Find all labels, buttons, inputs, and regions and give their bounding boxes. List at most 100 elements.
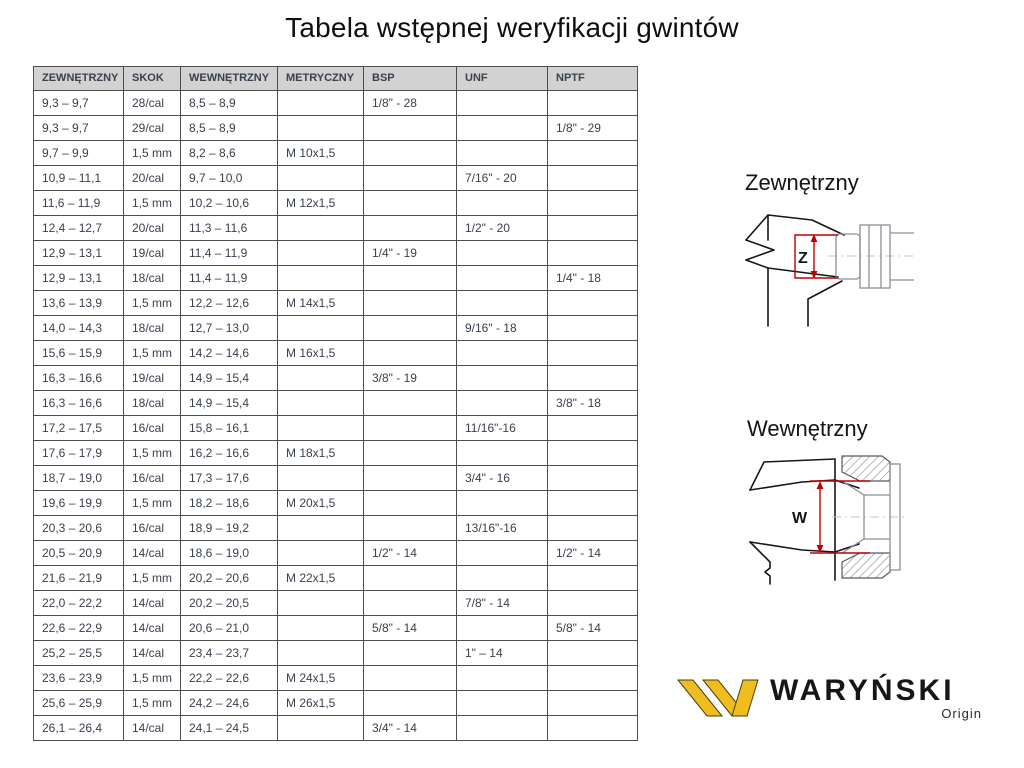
table-cell: M 26x1,5 (277, 690, 364, 716)
table-cell: 20,2 – 20,6 (180, 565, 278, 591)
caliper-upper-jaw (745, 214, 845, 241)
table-cell (277, 90, 364, 116)
table-cell: M 20x1,5 (277, 490, 364, 516)
table-cell: 1,5 mm (123, 440, 181, 466)
table-row: 21,6 – 21,9 1,5 mm 20,2 – 20,6 M 22x1,5 (33, 565, 638, 591)
internal-thread-diagram: W (749, 455, 908, 585)
internal-thread-cone (841, 480, 865, 554)
table-cell (363, 315, 457, 341)
table-cell (456, 365, 548, 391)
brand-name: WARYŃSKI (770, 674, 955, 707)
table-cell (277, 265, 364, 291)
table-cell: 11,4 – 11,9 (180, 265, 278, 291)
table-cell: 22,2 – 22,6 (180, 665, 278, 691)
table-cell (363, 165, 457, 191)
brand-logo: WARYŃSKI Origin (676, 666, 988, 730)
table-cell: 18,9 – 19,2 (180, 515, 278, 541)
caliper-lower-jaw (745, 259, 839, 278)
warynski-w-icon (676, 679, 759, 717)
table-cell: 23,4 – 23,7 (180, 640, 278, 666)
table-cell: 3/4" - 16 (456, 465, 548, 491)
table-cell (456, 140, 548, 166)
table-cell: 8,5 – 8,9 (180, 115, 278, 141)
table-row: 26,1 – 26,4 14/cal 24,1 – 24,5 3/4" - 14 (33, 715, 638, 741)
table-cell: 20/cal (123, 165, 181, 191)
table-row: 25,2 – 25,5 14/cal 23,4 – 23,7 1" – 14 (33, 640, 638, 666)
table-cell: 20,5 – 20,9 (33, 540, 124, 566)
table-cell (547, 365, 638, 391)
table-cell (363, 690, 457, 716)
table-cell: 1,5 mm (123, 140, 181, 166)
table-row: 17,6 – 17,9 1,5 mm 16,2 – 16,6 M 18x1,5 (33, 440, 638, 466)
table-cell (456, 115, 548, 141)
table-row: 9,3 – 9,7 28/cal 8,5 – 8,9 1/8" - 28 (33, 90, 638, 116)
table-cell: 5/8" - 14 (363, 615, 457, 641)
table-cell: 23,6 – 23,9 (33, 665, 124, 691)
column-header: UNF (456, 66, 548, 91)
table-cell: 20,3 – 20,6 (33, 515, 124, 541)
table-cell: 1,5 mm (123, 665, 181, 691)
table-body: 9,3 – 9,7 28/cal 8,5 – 8,9 1/8" - 28 9,3 – 9… (33, 90, 638, 741)
table-cell (277, 315, 364, 341)
table-row: 18,7 – 19,0 16/cal 17,3 – 17,6 3/4" - 16 (33, 465, 638, 491)
table-cell (547, 340, 638, 366)
table-cell: 11/16"-16 (456, 415, 548, 441)
nut-section-bottom (841, 552, 891, 579)
table-cell: 3/8" - 18 (547, 390, 638, 416)
table-cell: 11,4 – 11,9 (180, 240, 278, 266)
table-cell (456, 540, 548, 566)
dimension-box (794, 234, 838, 279)
table-cell (547, 290, 638, 316)
table-cell: M 16x1,5 (277, 340, 364, 366)
table-cell (456, 190, 548, 216)
table-cell: 7/8" - 14 (456, 590, 548, 616)
table-cell (547, 465, 638, 491)
table-cell: 16/cal (123, 465, 181, 491)
table-cell (547, 690, 638, 716)
table-cell: 14/cal (123, 540, 181, 566)
table-cell (547, 190, 638, 216)
table-row: 14,0 – 14,3 18/cal 12,7 – 13,0 9/16" - 18 (33, 315, 638, 341)
table-cell (547, 440, 638, 466)
table-cell (456, 440, 548, 466)
column-header: ZEWNĘTRZNY (33, 66, 124, 91)
table-cell: 9,3 – 9,7 (33, 115, 124, 141)
table-cell: 11,3 – 11,6 (180, 215, 278, 241)
table-cell: 13,6 – 13,9 (33, 290, 124, 316)
table-cell (456, 715, 548, 741)
table-cell (547, 640, 638, 666)
table-cell (363, 290, 457, 316)
table-cell: 19,6 – 19,9 (33, 490, 124, 516)
table-cell (363, 140, 457, 166)
table-cell: 10,2 – 10,6 (180, 190, 278, 216)
table-cell: 28/cal (123, 90, 181, 116)
table-cell: 7/16" - 20 (456, 165, 548, 191)
table-cell: 1/2" - 14 (547, 540, 638, 566)
caliper-break-line (745, 239, 775, 261)
table-row: 16,3 – 16,6 19/cal 14,9 – 15,4 3/8" - 19 (33, 365, 638, 391)
hex-nut (859, 224, 891, 289)
table-cell: 22,6 – 22,9 (33, 615, 124, 641)
caliper-upper-jaw (749, 458, 836, 491)
table-row: 19,6 – 19,9 1,5 mm 18,2 – 18,6 M 20x1,5 (33, 490, 638, 516)
table-cell: 9/16" - 18 (456, 315, 548, 341)
table-cell: 12,4 – 12,7 (33, 215, 124, 241)
table-cell (363, 515, 457, 541)
table-row: 25,6 – 25,9 1,5 mm 24,2 – 24,6 M 26x1,5 (33, 690, 638, 716)
table-cell: 1/2" - 14 (363, 540, 457, 566)
table-header-row: ZEWNĘTRZNY SKOK WEWNĘTRZNY METRYCZNY BSP UNF N… (33, 66, 638, 91)
table-cell: 18/cal (123, 390, 181, 416)
table-cell: 14/cal (123, 615, 181, 641)
table-cell (456, 390, 548, 416)
nut-section-top (841, 455, 891, 482)
table-cell: 1/8" - 29 (547, 115, 638, 141)
table-cell (363, 190, 457, 216)
table-cell (547, 240, 638, 266)
table-cell: 11,6 – 11,9 (33, 190, 124, 216)
table-row: 9,3 – 9,7 29/cal 8,5 – 8,9 1/8" - 29 (33, 115, 638, 141)
table-cell: 1,5 mm (123, 340, 181, 366)
table-cell: 16,2 – 16,6 (180, 440, 278, 466)
table-row: 9,7 – 9,9 1,5 mm 8,2 – 8,6 M 10x1,5 (33, 140, 638, 166)
table-cell (363, 565, 457, 591)
table-cell (363, 490, 457, 516)
